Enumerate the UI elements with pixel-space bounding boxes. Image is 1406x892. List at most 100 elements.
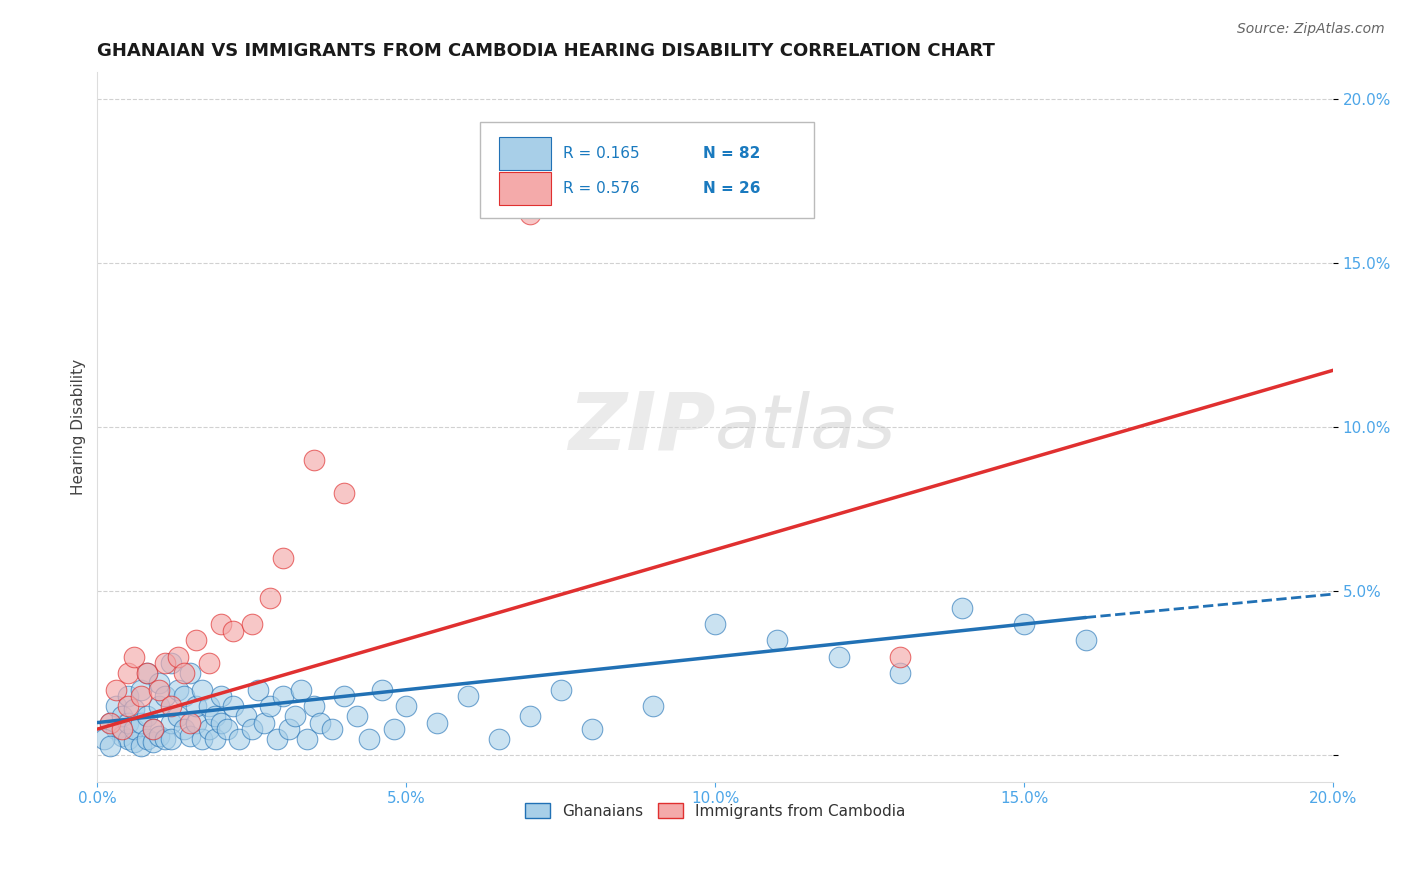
Text: N = 82: N = 82: [703, 145, 761, 161]
Point: [173, 690, 195, 704]
Point: [308, 715, 330, 730]
Point: [148, 676, 170, 690]
Point: [228, 731, 250, 746]
Point: [135, 666, 157, 681]
Point: [124, 722, 146, 736]
Point: [191, 731, 214, 746]
Point: [124, 702, 146, 716]
Point: [142, 735, 165, 749]
Point: [395, 699, 418, 714]
Point: [155, 731, 177, 746]
Point: [197, 722, 219, 736]
Point: [135, 666, 157, 681]
Point: [488, 731, 510, 746]
Point: [186, 699, 208, 714]
Point: [155, 690, 177, 704]
Point: [104, 722, 127, 736]
Point: [129, 682, 152, 697]
Point: [359, 731, 381, 746]
Point: [117, 699, 139, 714]
Point: [346, 709, 368, 723]
Text: Source: ZipAtlas.com: Source: ZipAtlas.com: [1237, 22, 1385, 37]
Point: [828, 649, 851, 664]
Point: [333, 485, 356, 500]
Y-axis label: Hearing Disability: Hearing Disability: [72, 359, 86, 495]
Point: [253, 715, 276, 730]
Point: [277, 722, 299, 736]
Point: [129, 690, 152, 704]
Point: [197, 657, 219, 671]
Point: [284, 709, 307, 723]
Point: [160, 731, 183, 746]
Point: [179, 666, 201, 681]
Point: [173, 722, 195, 736]
Text: R = 0.576: R = 0.576: [564, 181, 640, 196]
Point: [191, 682, 214, 697]
Point: [148, 682, 170, 697]
Point: [197, 699, 219, 714]
FancyBboxPatch shape: [499, 172, 551, 205]
Point: [302, 699, 325, 714]
Point: [235, 709, 257, 723]
Point: [104, 682, 127, 697]
Point: [135, 731, 157, 746]
Point: [302, 453, 325, 467]
Point: [117, 731, 139, 746]
Point: [222, 699, 245, 714]
Text: ZIP: ZIP: [568, 388, 716, 466]
Point: [519, 709, 541, 723]
Point: [111, 729, 134, 743]
Point: [240, 617, 263, 632]
Text: GHANAIAN VS IMMIGRANTS FROM CAMBODIA HEARING DISABILITY CORRELATION CHART: GHANAIAN VS IMMIGRANTS FROM CAMBODIA HEA…: [97, 42, 995, 60]
Point: [111, 722, 134, 736]
Point: [766, 633, 789, 648]
Point: [179, 715, 201, 730]
Point: [382, 722, 405, 736]
Point: [889, 649, 911, 664]
Point: [1012, 617, 1035, 632]
Point: [155, 657, 177, 671]
Point: [179, 729, 201, 743]
Point: [246, 682, 269, 697]
Point: [129, 715, 152, 730]
Point: [117, 715, 139, 730]
Point: [117, 666, 139, 681]
Point: [129, 739, 152, 753]
Point: [98, 715, 121, 730]
Point: [98, 739, 121, 753]
Point: [266, 731, 288, 746]
Point: [142, 722, 165, 736]
Point: [950, 600, 973, 615]
Point: [581, 722, 603, 736]
Point: [148, 699, 170, 714]
Point: [209, 715, 232, 730]
Point: [104, 699, 127, 714]
Text: R = 0.165: R = 0.165: [564, 145, 640, 161]
Point: [457, 690, 479, 704]
Point: [426, 715, 449, 730]
Point: [117, 690, 139, 704]
Point: [271, 690, 294, 704]
Point: [160, 715, 183, 730]
Point: [124, 735, 146, 749]
Point: [166, 709, 188, 723]
Point: [259, 591, 281, 605]
Point: [290, 682, 312, 697]
Text: atlas: atlas: [716, 391, 897, 463]
Point: [204, 731, 226, 746]
Point: [111, 709, 134, 723]
Point: [889, 666, 911, 681]
Point: [550, 682, 572, 697]
Point: [1074, 633, 1097, 648]
Point: [217, 722, 239, 736]
Point: [321, 722, 343, 736]
Point: [333, 690, 356, 704]
Point: [93, 731, 115, 746]
Point: [271, 551, 294, 566]
Text: N = 26: N = 26: [703, 181, 761, 196]
Point: [209, 617, 232, 632]
Point: [98, 715, 121, 730]
Point: [643, 699, 665, 714]
Point: [166, 649, 188, 664]
FancyBboxPatch shape: [481, 122, 814, 218]
